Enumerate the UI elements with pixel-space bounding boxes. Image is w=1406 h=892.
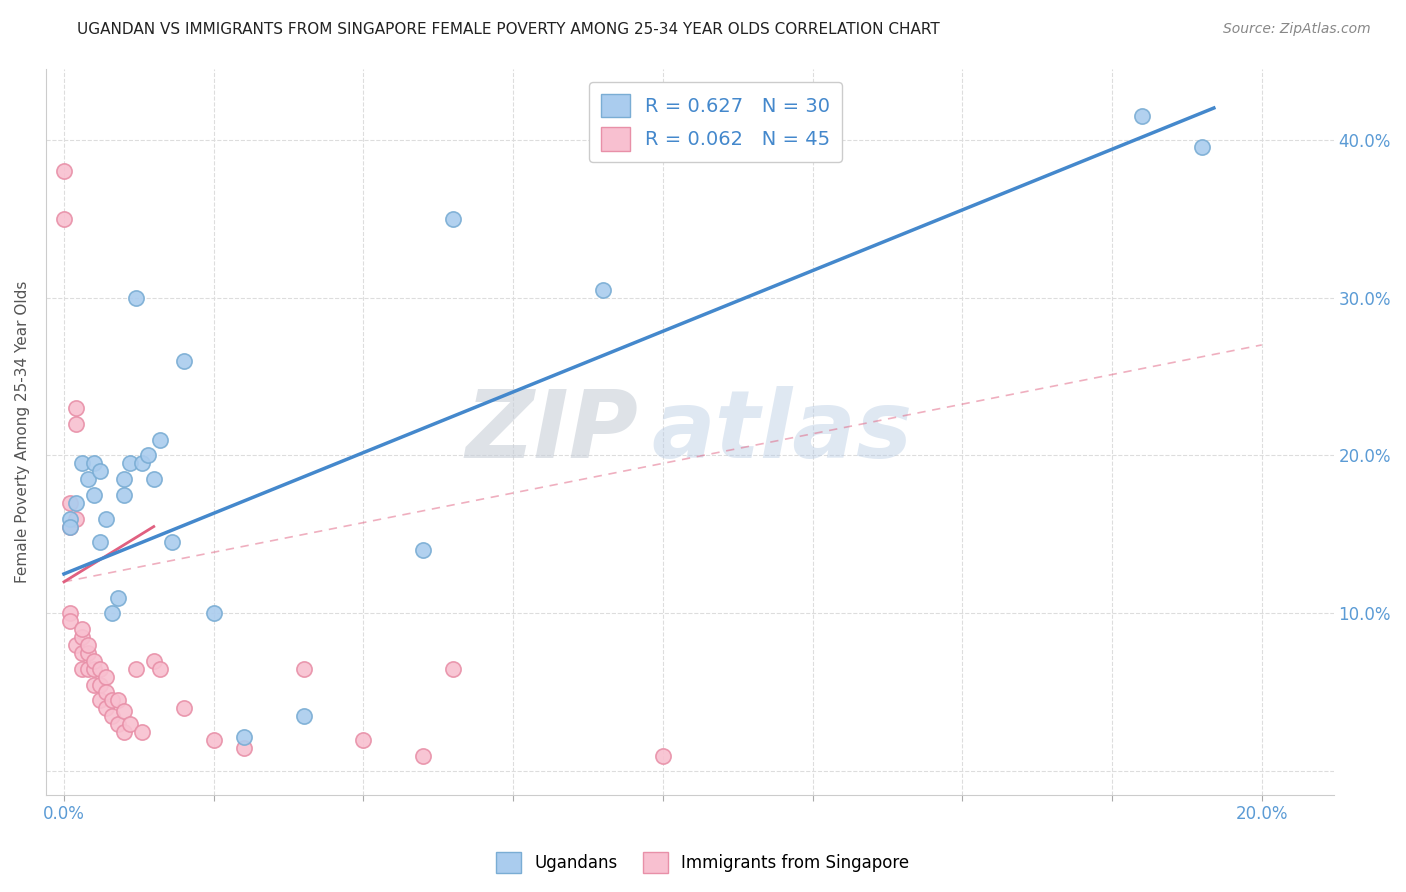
Legend: Ugandans, Immigrants from Singapore: Ugandans, Immigrants from Singapore bbox=[489, 846, 917, 880]
Point bbox=[77, 638, 100, 652]
Point bbox=[101, 709, 124, 723]
Text: Source: ZipAtlas.com: Source: ZipAtlas.com bbox=[1223, 22, 1371, 37]
Point bbox=[59, 607, 82, 621]
Point bbox=[352, 732, 374, 747]
Point bbox=[149, 662, 172, 676]
Point bbox=[173, 353, 195, 368]
Point bbox=[292, 662, 315, 676]
Point bbox=[77, 646, 100, 660]
Point bbox=[292, 709, 315, 723]
Point bbox=[107, 591, 129, 605]
Point bbox=[59, 519, 82, 533]
Point bbox=[70, 662, 93, 676]
Point bbox=[59, 496, 82, 510]
Point bbox=[52, 164, 75, 178]
Point bbox=[118, 717, 141, 731]
Point bbox=[59, 519, 82, 533]
Point bbox=[441, 662, 464, 676]
Point bbox=[89, 464, 111, 478]
Point bbox=[59, 511, 82, 525]
Point bbox=[83, 654, 105, 668]
Point bbox=[94, 511, 117, 525]
Point bbox=[142, 654, 165, 668]
Point bbox=[52, 211, 75, 226]
Point bbox=[65, 417, 87, 431]
Point bbox=[136, 449, 159, 463]
Point bbox=[232, 730, 254, 744]
Point bbox=[94, 670, 117, 684]
Point bbox=[89, 535, 111, 549]
Point bbox=[70, 456, 93, 470]
Point bbox=[173, 701, 195, 715]
Point bbox=[412, 748, 434, 763]
Point bbox=[1130, 109, 1153, 123]
Point bbox=[65, 496, 87, 510]
Point bbox=[202, 607, 225, 621]
Legend: R = 0.627   N = 30, R = 0.062   N = 45: R = 0.627 N = 30, R = 0.062 N = 45 bbox=[589, 82, 842, 162]
Point bbox=[94, 685, 117, 699]
Y-axis label: Female Poverty Among 25-34 Year Olds: Female Poverty Among 25-34 Year Olds bbox=[15, 281, 30, 583]
Point bbox=[112, 724, 135, 739]
Point bbox=[1191, 140, 1213, 154]
Text: ZIP: ZIP bbox=[465, 386, 638, 478]
Point bbox=[65, 401, 87, 416]
Point bbox=[89, 693, 111, 707]
Point bbox=[83, 662, 105, 676]
Point bbox=[592, 283, 614, 297]
Point bbox=[59, 615, 82, 629]
Point bbox=[94, 701, 117, 715]
Point bbox=[70, 630, 93, 644]
Point bbox=[149, 433, 172, 447]
Point bbox=[107, 693, 129, 707]
Point bbox=[83, 677, 105, 691]
Point bbox=[65, 638, 87, 652]
Point bbox=[89, 677, 111, 691]
Point bbox=[70, 646, 93, 660]
Point bbox=[441, 211, 464, 226]
Point bbox=[131, 456, 153, 470]
Text: UGANDAN VS IMMIGRANTS FROM SINGAPORE FEMALE POVERTY AMONG 25-34 YEAR OLDS CORREL: UGANDAN VS IMMIGRANTS FROM SINGAPORE FEM… bbox=[77, 22, 941, 37]
Point bbox=[202, 732, 225, 747]
Point bbox=[112, 472, 135, 486]
Point bbox=[160, 535, 183, 549]
Point bbox=[89, 662, 111, 676]
Point bbox=[118, 456, 141, 470]
Point bbox=[77, 472, 100, 486]
Point bbox=[232, 740, 254, 755]
Point bbox=[83, 488, 105, 502]
Point bbox=[651, 748, 673, 763]
Point bbox=[112, 488, 135, 502]
Point bbox=[412, 543, 434, 558]
Point bbox=[70, 622, 93, 636]
Text: atlas: atlas bbox=[651, 386, 912, 478]
Point bbox=[131, 724, 153, 739]
Point bbox=[142, 472, 165, 486]
Point bbox=[83, 456, 105, 470]
Point bbox=[77, 662, 100, 676]
Point bbox=[101, 693, 124, 707]
Point bbox=[65, 511, 87, 525]
Point bbox=[107, 717, 129, 731]
Point bbox=[101, 607, 124, 621]
Point bbox=[125, 662, 148, 676]
Point bbox=[125, 291, 148, 305]
Point bbox=[112, 704, 135, 718]
